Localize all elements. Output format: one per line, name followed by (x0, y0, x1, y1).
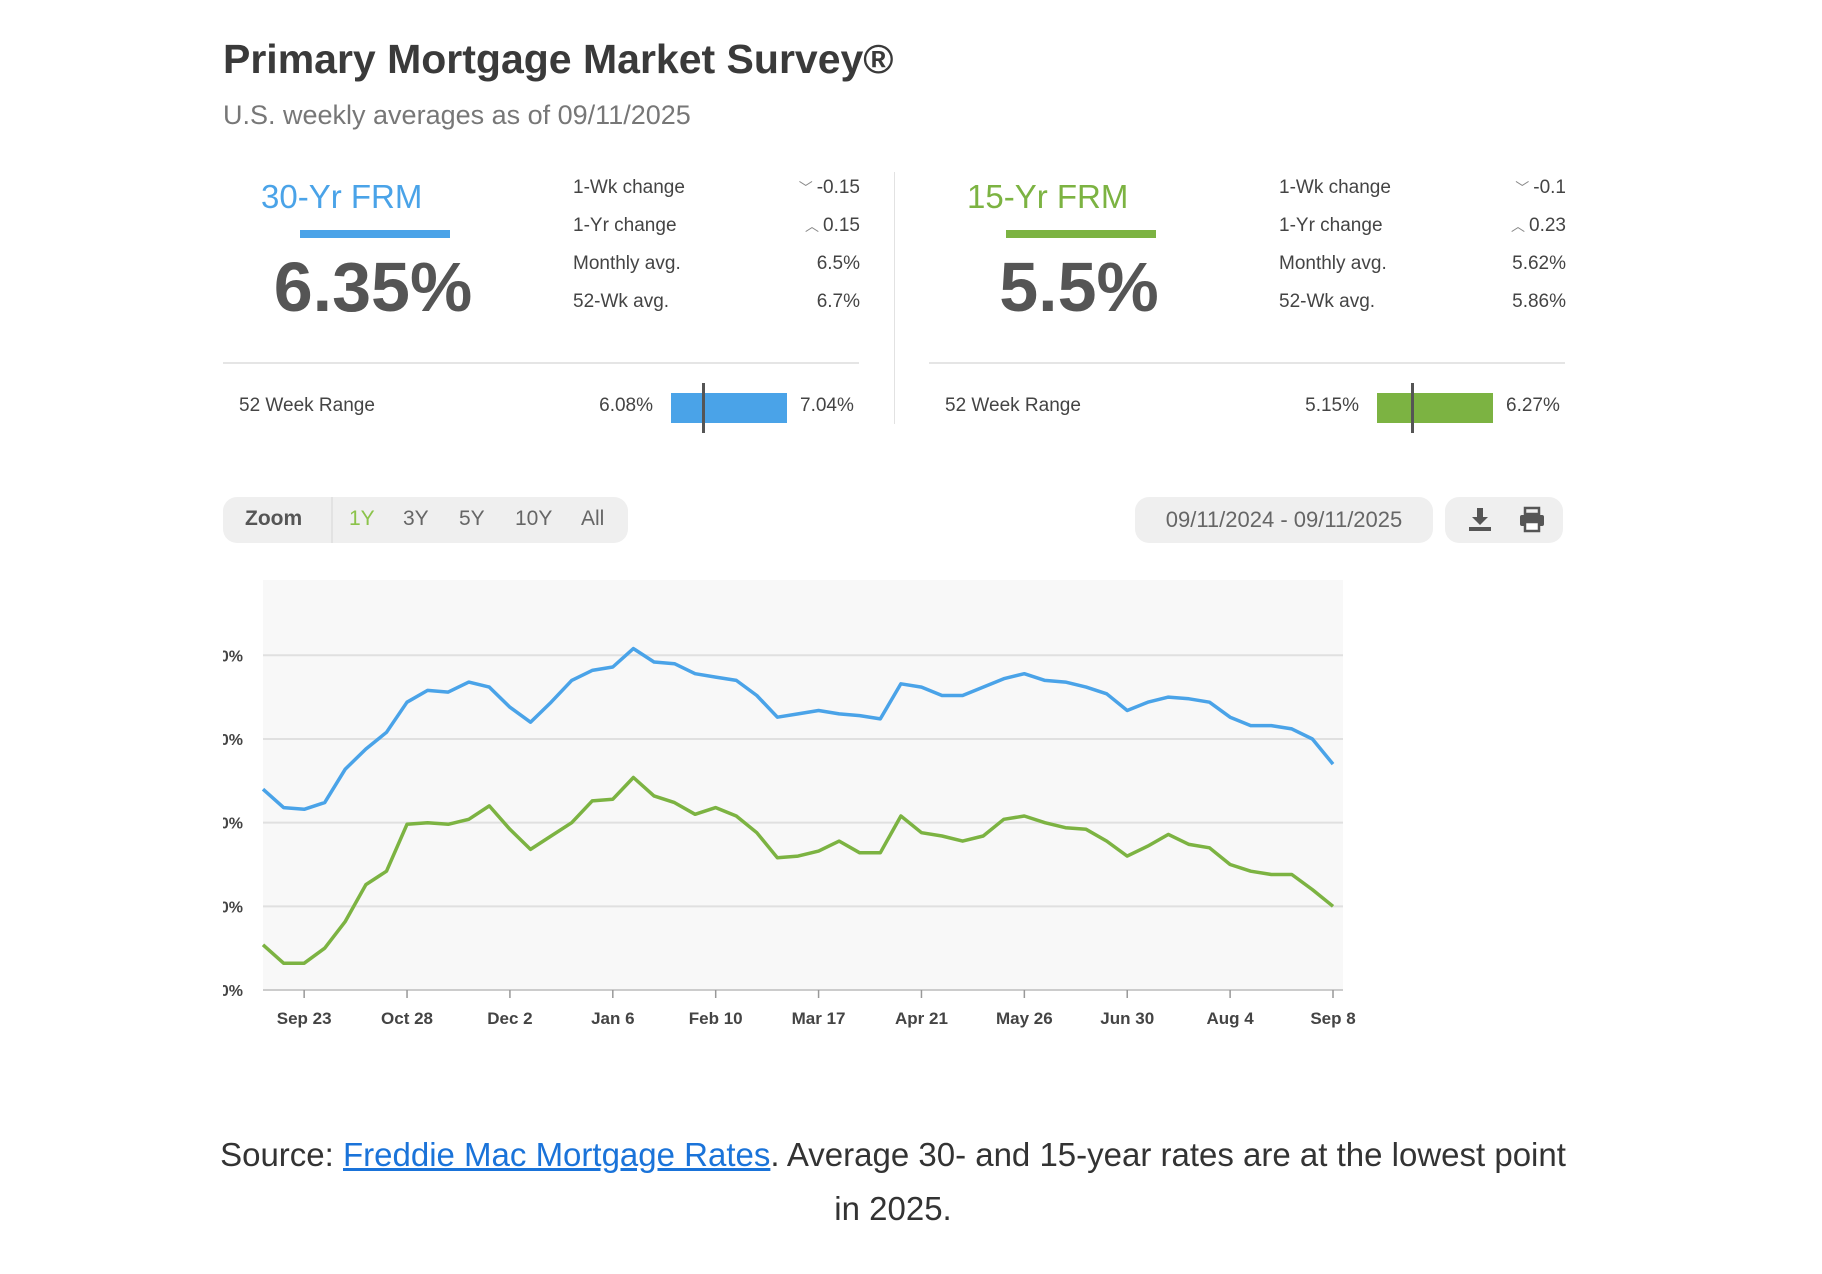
frm-label-15yr: 15-Yr FRM (967, 178, 1129, 215)
stat-value: ﹀ -0.1 (1515, 177, 1566, 199)
series-line-30-yr-frm (261, 646, 1335, 812)
panel-divider (894, 172, 895, 424)
chevron-up-icon: ︿ (805, 218, 820, 234)
panel-15yr: 15-Yr FRM 5.5% 1-Wk change ﹀ -0.1 1-Yr cha… (929, 165, 1566, 433)
stat-row: 1-Yr change ︿ 0.23 (1279, 215, 1566, 253)
caption-prefix: Source: (220, 1136, 343, 1173)
zoom-10y-button[interactable]: 10Y (515, 507, 553, 530)
y-tick-label: 5.50% (223, 899, 243, 916)
stat-value: ︿ 0.23 (1511, 215, 1566, 237)
frm-rate-15yr: 5.5% (999, 248, 1159, 326)
panel-30yr: 30-Yr FRM 6.35% 1-Wk change ﹀ -0.15 1-Yr c… (223, 165, 860, 433)
range-max: 7.04% (800, 395, 854, 416)
chevron-down-icon: ﹀ (1515, 180, 1530, 196)
stat-label: 52-Wk avg. (573, 291, 670, 312)
chevron-down-icon: ﹀ (798, 180, 813, 196)
stat-label: Monthly avg. (1279, 253, 1387, 274)
frm-underline-15yr (1006, 230, 1156, 238)
frm-rate-30yr: 6.35% (273, 248, 473, 326)
plot-area (263, 580, 1343, 990)
print-icon[interactable] (1517, 506, 1547, 534)
x-tick-label: Feb 10 (689, 1009, 743, 1028)
stat-row: Monthly avg. 6.5% (573, 253, 860, 291)
x-tick-label: Apr 21 (895, 1009, 948, 1028)
y-tick-label: 6.00% (223, 816, 243, 833)
stat-value: ﹀ -0.15 (799, 177, 860, 199)
x-tick-label: Sep 23 (277, 1009, 332, 1028)
stat-value: 5.62% (1512, 253, 1566, 274)
frm-underline-30yr (300, 230, 450, 238)
stat-label: 1-Wk change (573, 177, 685, 198)
stat-label: 52-Wk avg. (1279, 291, 1376, 312)
zoom-all-button[interactable]: All (581, 507, 605, 530)
rate-line-chart: 5.00% 5.50% 6.00% 6.50% 7.00% Sep 23 Oct 28 Dec… (223, 580, 1356, 1028)
stat-row: 1-Wk change ﹀ -0.15 (573, 177, 860, 215)
x-tick-label: Jun 30 (1100, 1009, 1154, 1028)
stat-value: 6.7% (816, 291, 860, 312)
page-title: Primary Mortgage Market Survey® (223, 36, 894, 82)
x-tick-label: Mar 17 (792, 1009, 846, 1028)
stat-row: 52-Wk avg. 6.7% (573, 291, 860, 329)
range-bar-15yr (1377, 383, 1493, 433)
freddie-mac-link[interactable]: Freddie Mac Mortgage Rates (343, 1136, 771, 1173)
zoom-label: Zoom (245, 507, 303, 530)
range-bar-30yr (671, 383, 787, 433)
x-tick-label: Aug 4 (1206, 1009, 1254, 1028)
x-tick-label: Jan 6 (591, 1009, 634, 1028)
y-tick-label: 5.00% (223, 983, 243, 1000)
divider (223, 362, 859, 364)
range-marker (702, 383, 706, 433)
date-range-input[interactable]: 09/11/2024 - 09/11/2025 (1135, 497, 1433, 543)
stat-label: 1-Yr change (1279, 215, 1383, 236)
stats-30yr: 1-Wk change ﹀ -0.15 1-Yr change ︿ 0.15 Month… (573, 177, 860, 329)
x-tick-label: Oct 28 (381, 1009, 433, 1028)
caption-suffix: . Average 30- and 15-year rates are at t… (770, 1136, 1566, 1227)
stat-row: Monthly avg. 5.62% (1279, 253, 1566, 291)
download-icon[interactable] (1465, 506, 1495, 534)
stat-value: 5.86% (1512, 291, 1566, 312)
stat-value-text: 0.23 (1529, 215, 1566, 236)
stat-value-text: 0.15 (823, 215, 860, 236)
range-label: 52 Week Range (945, 395, 1081, 416)
stat-row: 1-Wk change ﹀ -0.1 (1279, 177, 1566, 215)
y-tick-label: 7.00% (223, 648, 243, 665)
x-tick-label: May 26 (996, 1009, 1053, 1028)
stat-value: 6.5% (816, 253, 860, 274)
zoom-5y-button[interactable]: 5Y (459, 507, 485, 530)
stat-value-text: -0.1 (1533, 177, 1566, 198)
stat-value-text: -0.15 (816, 177, 860, 198)
chevron-up-icon: ︿ (1511, 218, 1526, 234)
x-tick-label: Dec 2 (487, 1009, 532, 1028)
range-min: 6.08% (599, 395, 653, 416)
stat-row: 52-Wk avg. 5.86% (1279, 291, 1566, 329)
range-marker (1410, 383, 1414, 433)
series-line-15-yr-frm (261, 775, 1335, 965)
y-tick-label: 6.50% (223, 732, 243, 749)
caption: Source: Freddie Mac Mortgage Rates. Aver… (203, 1128, 1583, 1236)
stat-row: 1-Yr change ︿ 0.15 (573, 215, 860, 253)
zoom-divider (331, 497, 333, 543)
range-max: 6.27% (1506, 395, 1560, 416)
zoom-selector: Zoom 1Y 3Y 5Y 10Y All (223, 497, 628, 543)
stat-value: ︿ 0.15 (805, 215, 860, 237)
chart-tools (1445, 497, 1563, 543)
zoom-3y-button[interactable]: 3Y (403, 507, 429, 530)
x-tick-label: Sep 8 (1310, 1009, 1355, 1028)
stat-label: 1-Yr change (573, 215, 677, 236)
stat-label: 1-Wk change (1279, 177, 1391, 198)
stat-label: Monthly avg. (573, 253, 681, 274)
stats-15yr: 1-Wk change ﹀ -0.1 1-Yr change ︿ 0.23 Monthl… (1279, 177, 1566, 329)
zoom-1y-button[interactable]: 1Y (349, 507, 375, 530)
page-subtitle: U.S. weekly averages as of 09/11/2025 (223, 100, 691, 130)
range-label: 52 Week Range (239, 395, 375, 416)
divider (929, 362, 1565, 364)
frm-label-30yr: 30-Yr FRM (261, 178, 423, 215)
range-min: 5.15% (1305, 395, 1359, 416)
